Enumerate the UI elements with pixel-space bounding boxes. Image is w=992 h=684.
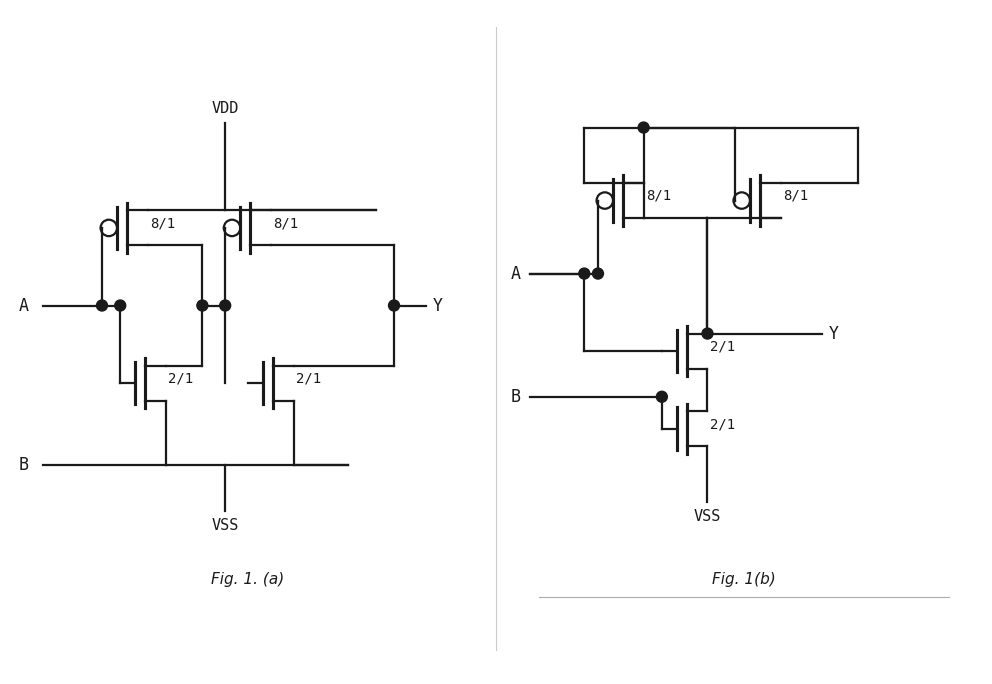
Text: VSS: VSS <box>693 509 721 523</box>
Text: 2/1: 2/1 <box>296 371 321 386</box>
Text: A: A <box>511 265 521 282</box>
Text: Y: Y <box>433 296 442 315</box>
Circle shape <box>96 300 107 311</box>
Circle shape <box>657 391 668 402</box>
Text: 8/1: 8/1 <box>150 216 175 231</box>
Circle shape <box>219 300 231 311</box>
Text: B: B <box>511 388 521 406</box>
Circle shape <box>592 268 603 279</box>
Text: VSS: VSS <box>211 518 239 533</box>
Text: 2/1: 2/1 <box>710 417 735 431</box>
Text: B: B <box>19 456 29 474</box>
Circle shape <box>638 122 649 133</box>
Text: Y: Y <box>828 325 838 343</box>
Text: Fig. 1(b): Fig. 1(b) <box>712 572 776 587</box>
Circle shape <box>578 268 590 279</box>
Circle shape <box>196 300 208 311</box>
Text: VDD: VDD <box>211 101 239 116</box>
Text: Fig. 1. (a): Fig. 1. (a) <box>211 572 285 587</box>
Text: 8/1: 8/1 <box>646 189 671 203</box>
Text: 8/1: 8/1 <box>783 189 807 203</box>
Text: 2/1: 2/1 <box>710 339 735 354</box>
Text: A: A <box>19 296 29 315</box>
Text: 2/1: 2/1 <box>169 371 193 386</box>
Text: 8/1: 8/1 <box>273 216 299 231</box>
Circle shape <box>702 328 713 339</box>
Circle shape <box>115 300 126 311</box>
Circle shape <box>389 300 400 311</box>
